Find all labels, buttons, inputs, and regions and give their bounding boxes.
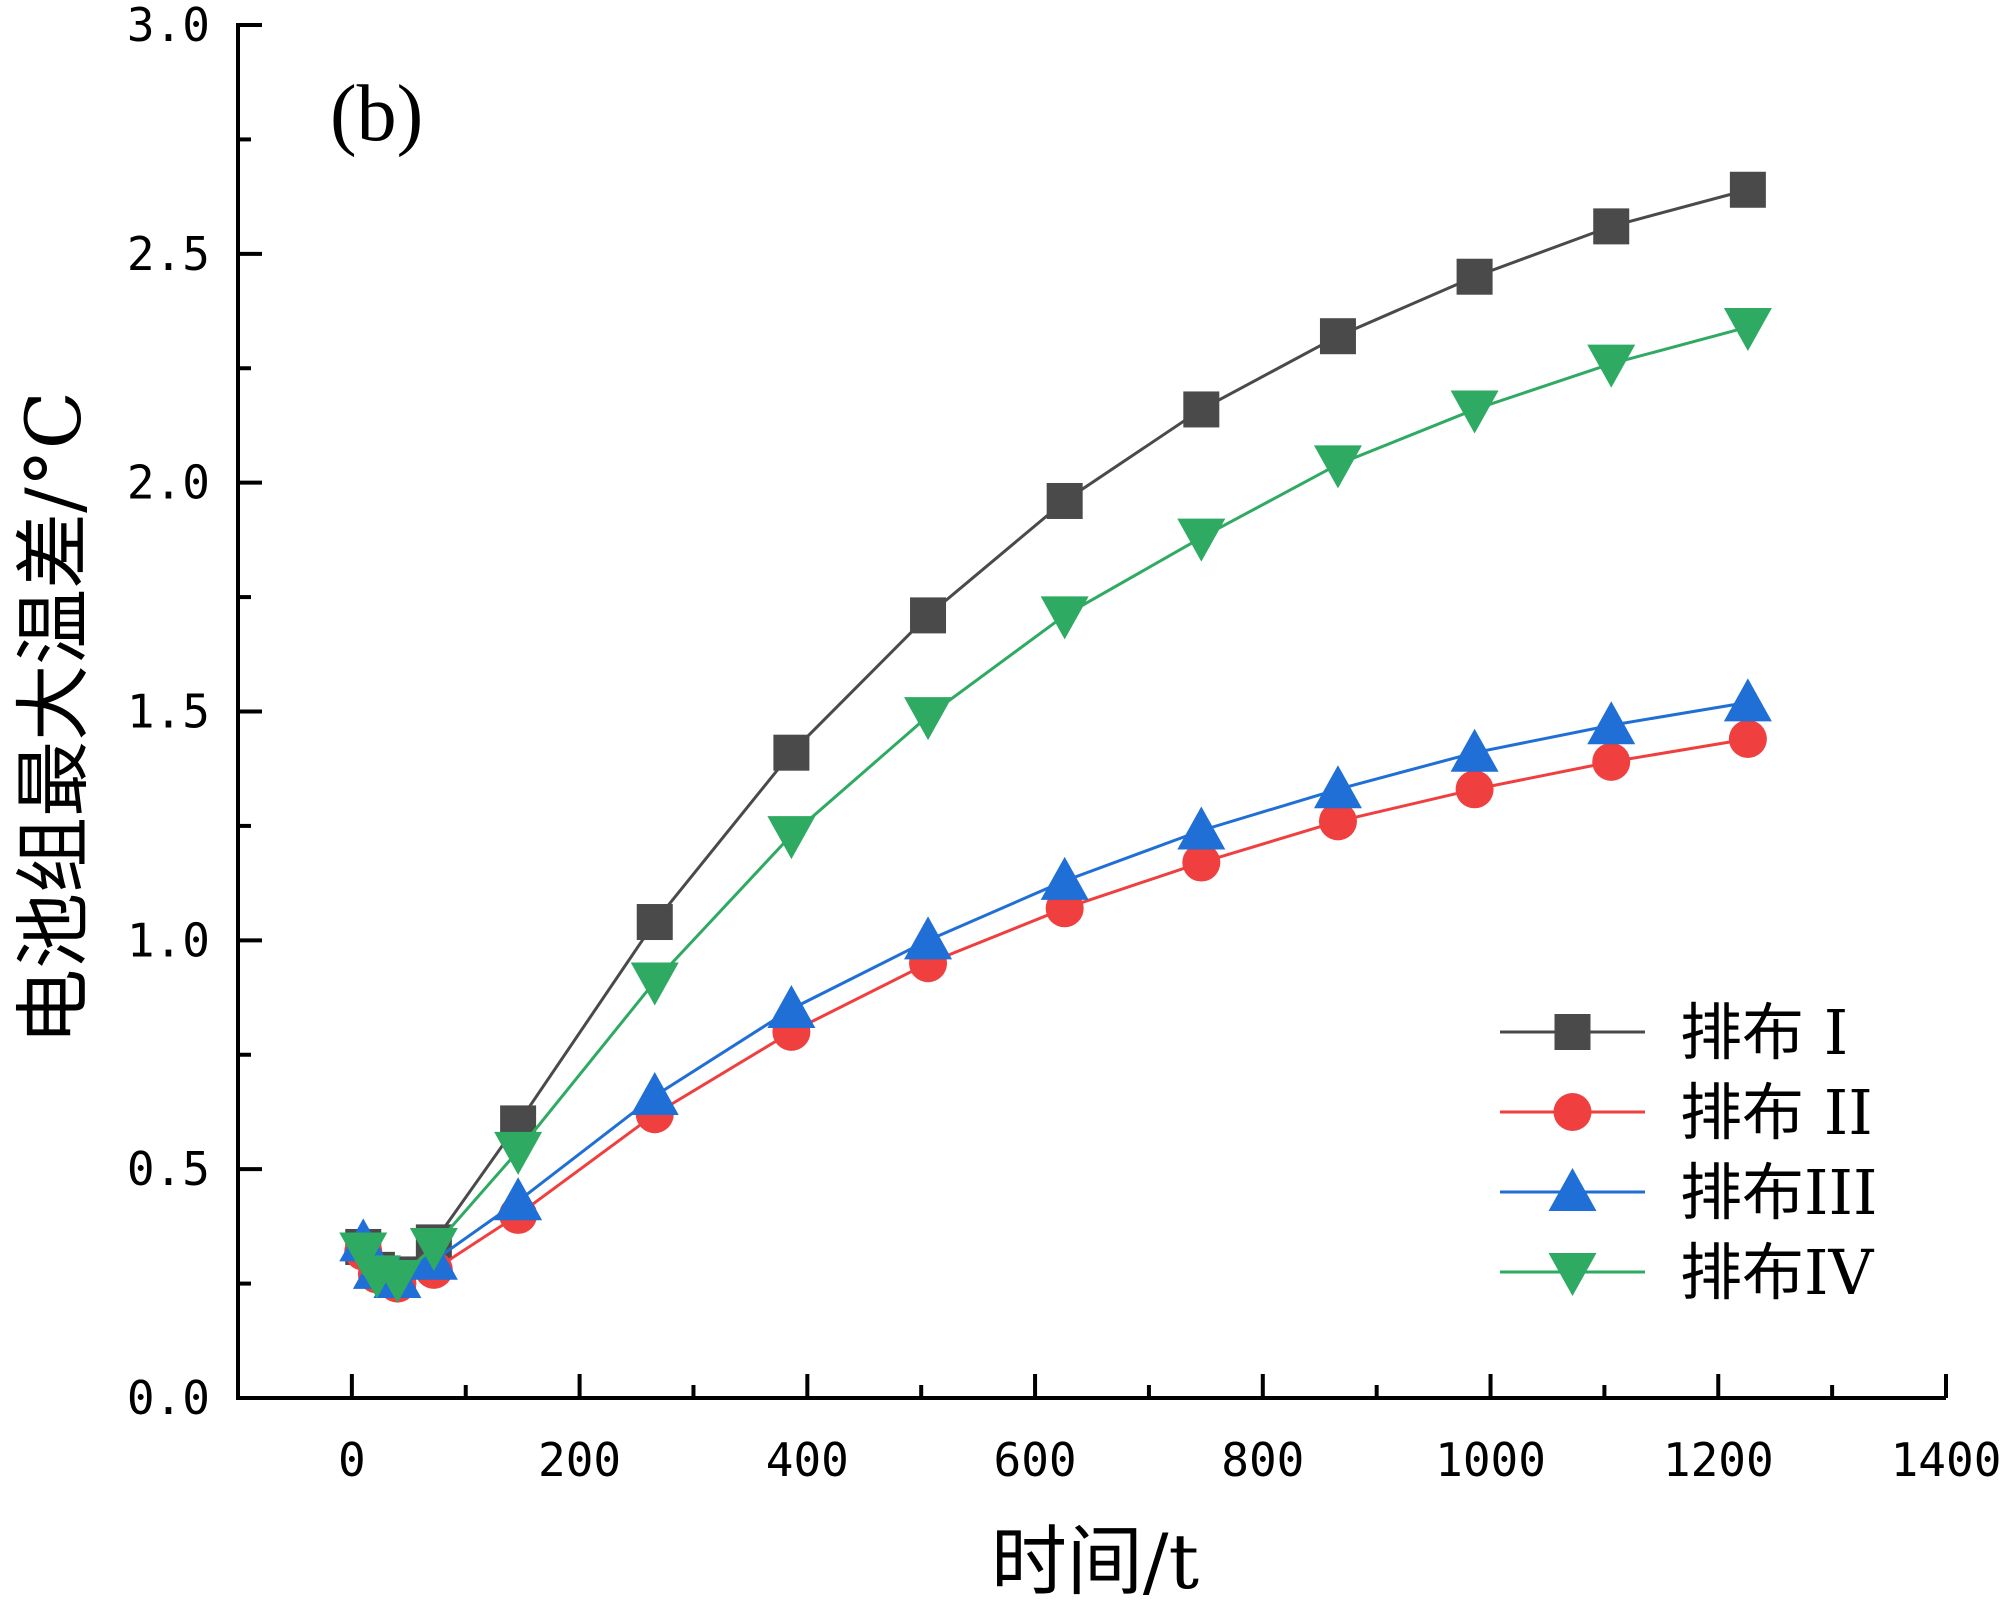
data-point bbox=[1177, 518, 1226, 562]
legend-entry-1: 排布 I bbox=[1500, 996, 1848, 1069]
data-point bbox=[494, 1177, 543, 1221]
data-point bbox=[1729, 171, 1766, 208]
data-point bbox=[910, 597, 947, 634]
x-tick-label: 400 bbox=[766, 1433, 849, 1487]
data-point bbox=[1456, 258, 1493, 295]
legend-label: 排布III bbox=[1680, 1156, 1877, 1229]
legend-entry-3: 排布III bbox=[1500, 1156, 1877, 1229]
data-point bbox=[767, 816, 816, 860]
data-point bbox=[373, 1260, 422, 1304]
x-axis-title: 时间/t bbox=[991, 1517, 1199, 1605]
data-point bbox=[1723, 308, 1772, 352]
y-tick-label: 3.0 bbox=[127, 0, 210, 52]
series-line bbox=[361, 737, 1749, 1286]
legend-marker bbox=[1553, 1093, 1592, 1131]
legend-label: 排布 II bbox=[1680, 1076, 1873, 1149]
data-point bbox=[773, 734, 810, 771]
data-point bbox=[1046, 482, 1083, 519]
data-point bbox=[1592, 742, 1631, 781]
y-tick-label: 2.0 bbox=[127, 456, 210, 510]
data-point bbox=[494, 1131, 543, 1175]
x-tick-label: 1200 bbox=[1663, 1433, 1774, 1487]
chart-marks bbox=[339, 171, 1772, 1304]
data-point bbox=[1319, 318, 1356, 355]
series-4 bbox=[339, 308, 1772, 1304]
data-point bbox=[1040, 856, 1089, 900]
chart-axes: 0 200 400 600 800 1000 1200 1400 0.0 0.5 1.0 1.5 2.0… bbox=[127, 0, 2000, 1487]
legend-entry-4: 排布IV bbox=[1500, 1236, 1874, 1309]
data-point bbox=[1723, 678, 1772, 722]
data-point bbox=[630, 1071, 679, 1115]
y-tick-label: 2.5 bbox=[127, 227, 210, 281]
data-point bbox=[904, 916, 953, 960]
series-line bbox=[361, 325, 1749, 1281]
data-point bbox=[1587, 344, 1636, 388]
y-axis-title: 电池组最大温差/°C bbox=[9, 391, 98, 1045]
legend-marker bbox=[1554, 1014, 1591, 1050]
data-point bbox=[1450, 728, 1499, 772]
data-point bbox=[904, 697, 953, 741]
y-tick-label: 1.5 bbox=[127, 685, 210, 739]
data-point bbox=[1183, 391, 1220, 428]
legend-label: 排布IV bbox=[1680, 1236, 1874, 1309]
y-tick-label: 0.0 bbox=[127, 1371, 210, 1425]
x-tick-label: 800 bbox=[1221, 1433, 1304, 1487]
x-tick-label: 1400 bbox=[1891, 1433, 2000, 1487]
data-point bbox=[636, 904, 673, 941]
data-point bbox=[1587, 701, 1636, 745]
data-point bbox=[1182, 843, 1221, 882]
x-tick-label: 0 bbox=[338, 1433, 366, 1487]
x-tick-label: 600 bbox=[994, 1433, 1077, 1487]
legend-marker bbox=[1548, 1253, 1597, 1296]
series-1 bbox=[345, 171, 1766, 1293]
data-point bbox=[1318, 802, 1357, 841]
data-point bbox=[1455, 770, 1494, 809]
legend-marker bbox=[1548, 1168, 1597, 1211]
data-point bbox=[1593, 208, 1630, 245]
data-point bbox=[1177, 806, 1226, 850]
data-point bbox=[1040, 596, 1089, 640]
data-point bbox=[767, 984, 816, 1028]
x-tick-label: 1000 bbox=[1435, 1433, 1546, 1487]
data-point bbox=[1313, 445, 1362, 489]
legend-label: 排布 I bbox=[1680, 996, 1848, 1069]
data-point bbox=[1728, 719, 1767, 758]
data-point bbox=[1313, 765, 1362, 809]
series-2 bbox=[344, 719, 1767, 1303]
data-point bbox=[339, 1232, 388, 1276]
x-tick-label: 200 bbox=[538, 1433, 621, 1487]
y-tick-label: 1.0 bbox=[127, 913, 210, 967]
data-point bbox=[630, 962, 679, 1006]
legend-entry-2: 排布 II bbox=[1500, 1076, 1873, 1149]
panel-label: (b) bbox=[330, 70, 423, 158]
data-point bbox=[1450, 390, 1499, 434]
data-point bbox=[409, 1227, 458, 1271]
y-tick-label: 0.5 bbox=[127, 1142, 210, 1196]
